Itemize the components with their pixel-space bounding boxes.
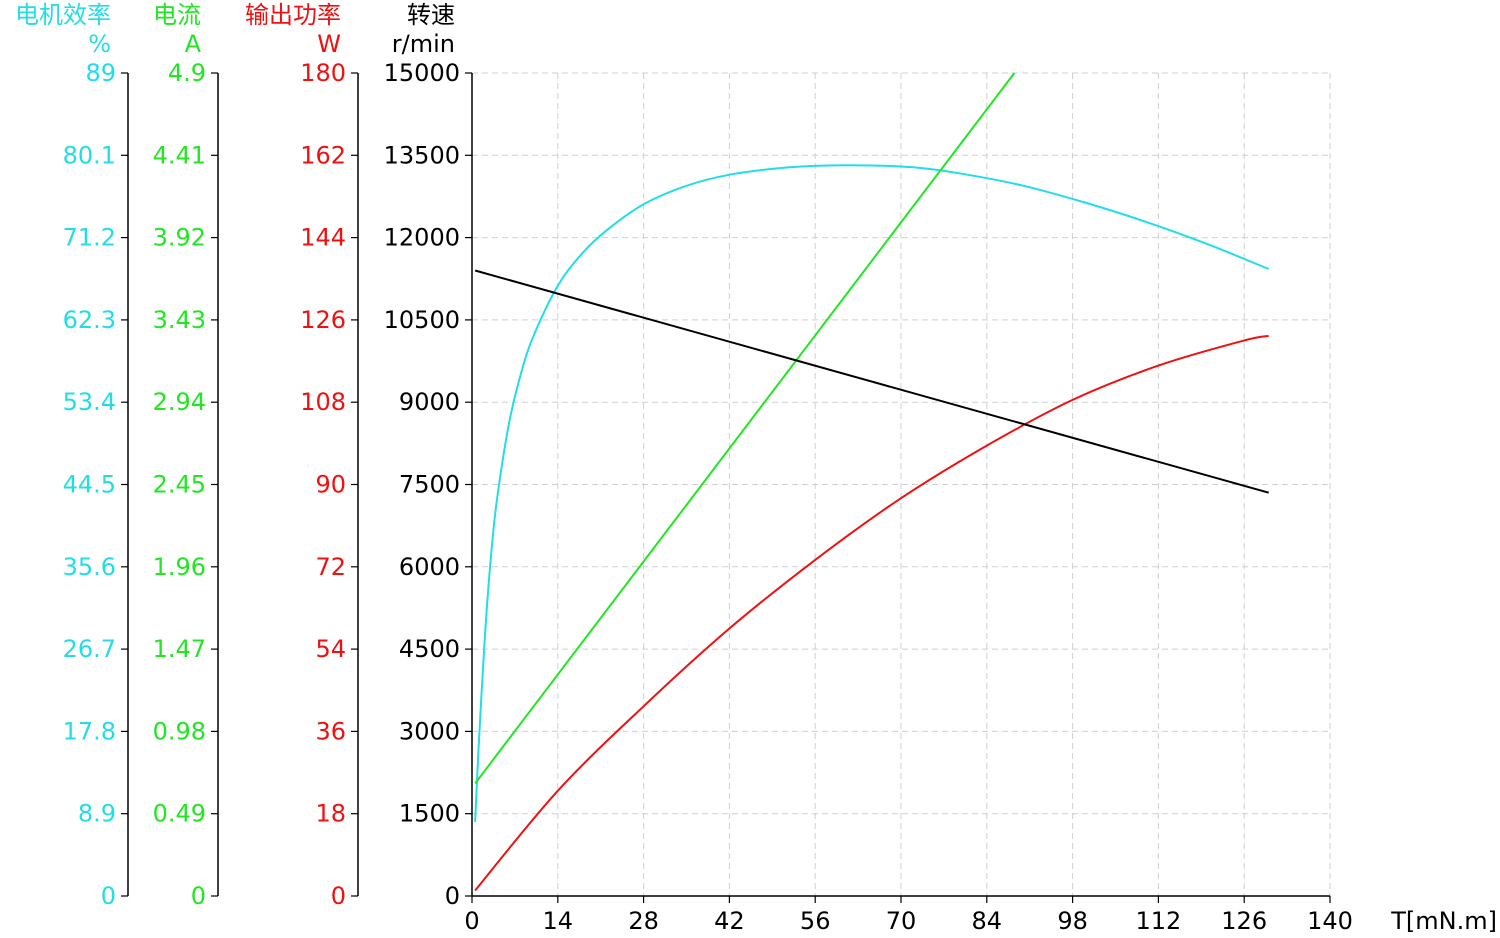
speed-tick-label: 6000	[399, 553, 460, 581]
efficiency-tick-label: 35.6	[63, 553, 116, 581]
x-tick-label: 0	[464, 907, 479, 935]
efficiency-axis-title: 电机效率	[15, 1, 111, 29]
current-tick-label: 1.47	[153, 635, 206, 663]
x-tick-label: 84	[972, 907, 1003, 935]
power-tick-label: 0	[331, 882, 346, 910]
x-tick-label: 14	[543, 907, 574, 935]
power-tick-label: 162	[300, 141, 346, 169]
current-tick-label: 3.43	[153, 306, 206, 334]
current-tick-label: 0.49	[153, 800, 206, 828]
x-tick-label: 70	[886, 907, 917, 935]
speed-axis-title: 转速	[407, 1, 455, 29]
speed-tick-label: 4500	[399, 635, 460, 663]
x-tick-label: 56	[800, 907, 831, 935]
efficiency-tick-label: 17.8	[63, 717, 116, 745]
power-axis-title: 输出功率	[245, 1, 341, 29]
current-curve	[474, 72, 1016, 785]
x-tick-label: 28	[628, 907, 659, 935]
efficiency-tick-label: 89	[85, 59, 116, 87]
current-tick-label: 0	[191, 882, 206, 910]
speed-tick-label: 13500	[384, 141, 460, 169]
power-axis-unit: W	[317, 30, 341, 58]
power-tick-label: 108	[300, 388, 346, 416]
efficiency-tick-label: 80.1	[63, 141, 116, 169]
power-tick-label: 36	[315, 717, 346, 745]
power-tick-label: 126	[300, 306, 346, 334]
axes	[121, 72, 1331, 903]
speed-tick-label: 10500	[384, 306, 460, 334]
speed-axis-unit: r/min	[392, 30, 455, 58]
efficiency-tick-label: 8.9	[78, 800, 116, 828]
grid	[472, 72, 1331, 896]
current-tick-label: 2.94	[153, 388, 206, 416]
power-tick-label: 72	[315, 553, 346, 581]
efficiency-tick-label: 26.7	[63, 635, 116, 663]
x-tick-label: 140	[1307, 907, 1353, 935]
current-tick-label: 2.45	[153, 471, 206, 499]
axis-labels: 0 14 28 42 56 70 84 98 112 126 140 T[mN.m] 0 8.9 17.8 2…	[15, 1, 1497, 935]
x-tick-label: 126	[1221, 907, 1267, 935]
current-tick-label: 4.41	[153, 141, 206, 169]
efficiency-tick-label: 0	[101, 882, 116, 910]
speed-curve	[474, 269, 1269, 494]
current-tick-label: 4.9	[168, 59, 206, 87]
efficiency-tick-label: 44.5	[63, 471, 116, 499]
x-tick-label: 42	[714, 907, 745, 935]
x-tick-label: 112	[1135, 907, 1181, 935]
power-tick-label: 144	[300, 224, 346, 252]
speed-tick-label: 0	[445, 882, 460, 910]
current-tick-label: 1.96	[153, 553, 206, 581]
speed-tick-label: 15000	[384, 59, 460, 87]
speed-tick-label: 3000	[399, 717, 460, 745]
efficiency-tick-label: 53.4	[63, 388, 116, 416]
x-tick-label: 98	[1057, 907, 1088, 935]
power-tick-label: 90	[315, 471, 346, 499]
power-tick-label: 180	[300, 59, 346, 87]
power-curve	[474, 334, 1269, 892]
efficiency-tick-label: 71.2	[63, 224, 116, 252]
x-axis-title: T[mN.m]	[1390, 907, 1497, 935]
speed-tick-label: 1500	[399, 800, 460, 828]
current-axis-title: 电流	[153, 1, 201, 29]
data-series	[474, 72, 1270, 892]
speed-tick-label: 9000	[399, 388, 460, 416]
efficiency-axis-unit: %	[88, 30, 111, 58]
power-tick-label: 54	[315, 635, 346, 663]
current-tick-label: 3.92	[153, 224, 206, 252]
current-axis-unit: A	[185, 30, 202, 58]
speed-tick-label: 7500	[399, 471, 460, 499]
power-tick-label: 18	[315, 800, 346, 828]
current-tick-label: 0.98	[153, 717, 206, 745]
efficiency-tick-label: 62.3	[63, 306, 116, 334]
speed-tick-label: 12000	[384, 224, 460, 252]
efficiency-curve	[474, 164, 1270, 823]
